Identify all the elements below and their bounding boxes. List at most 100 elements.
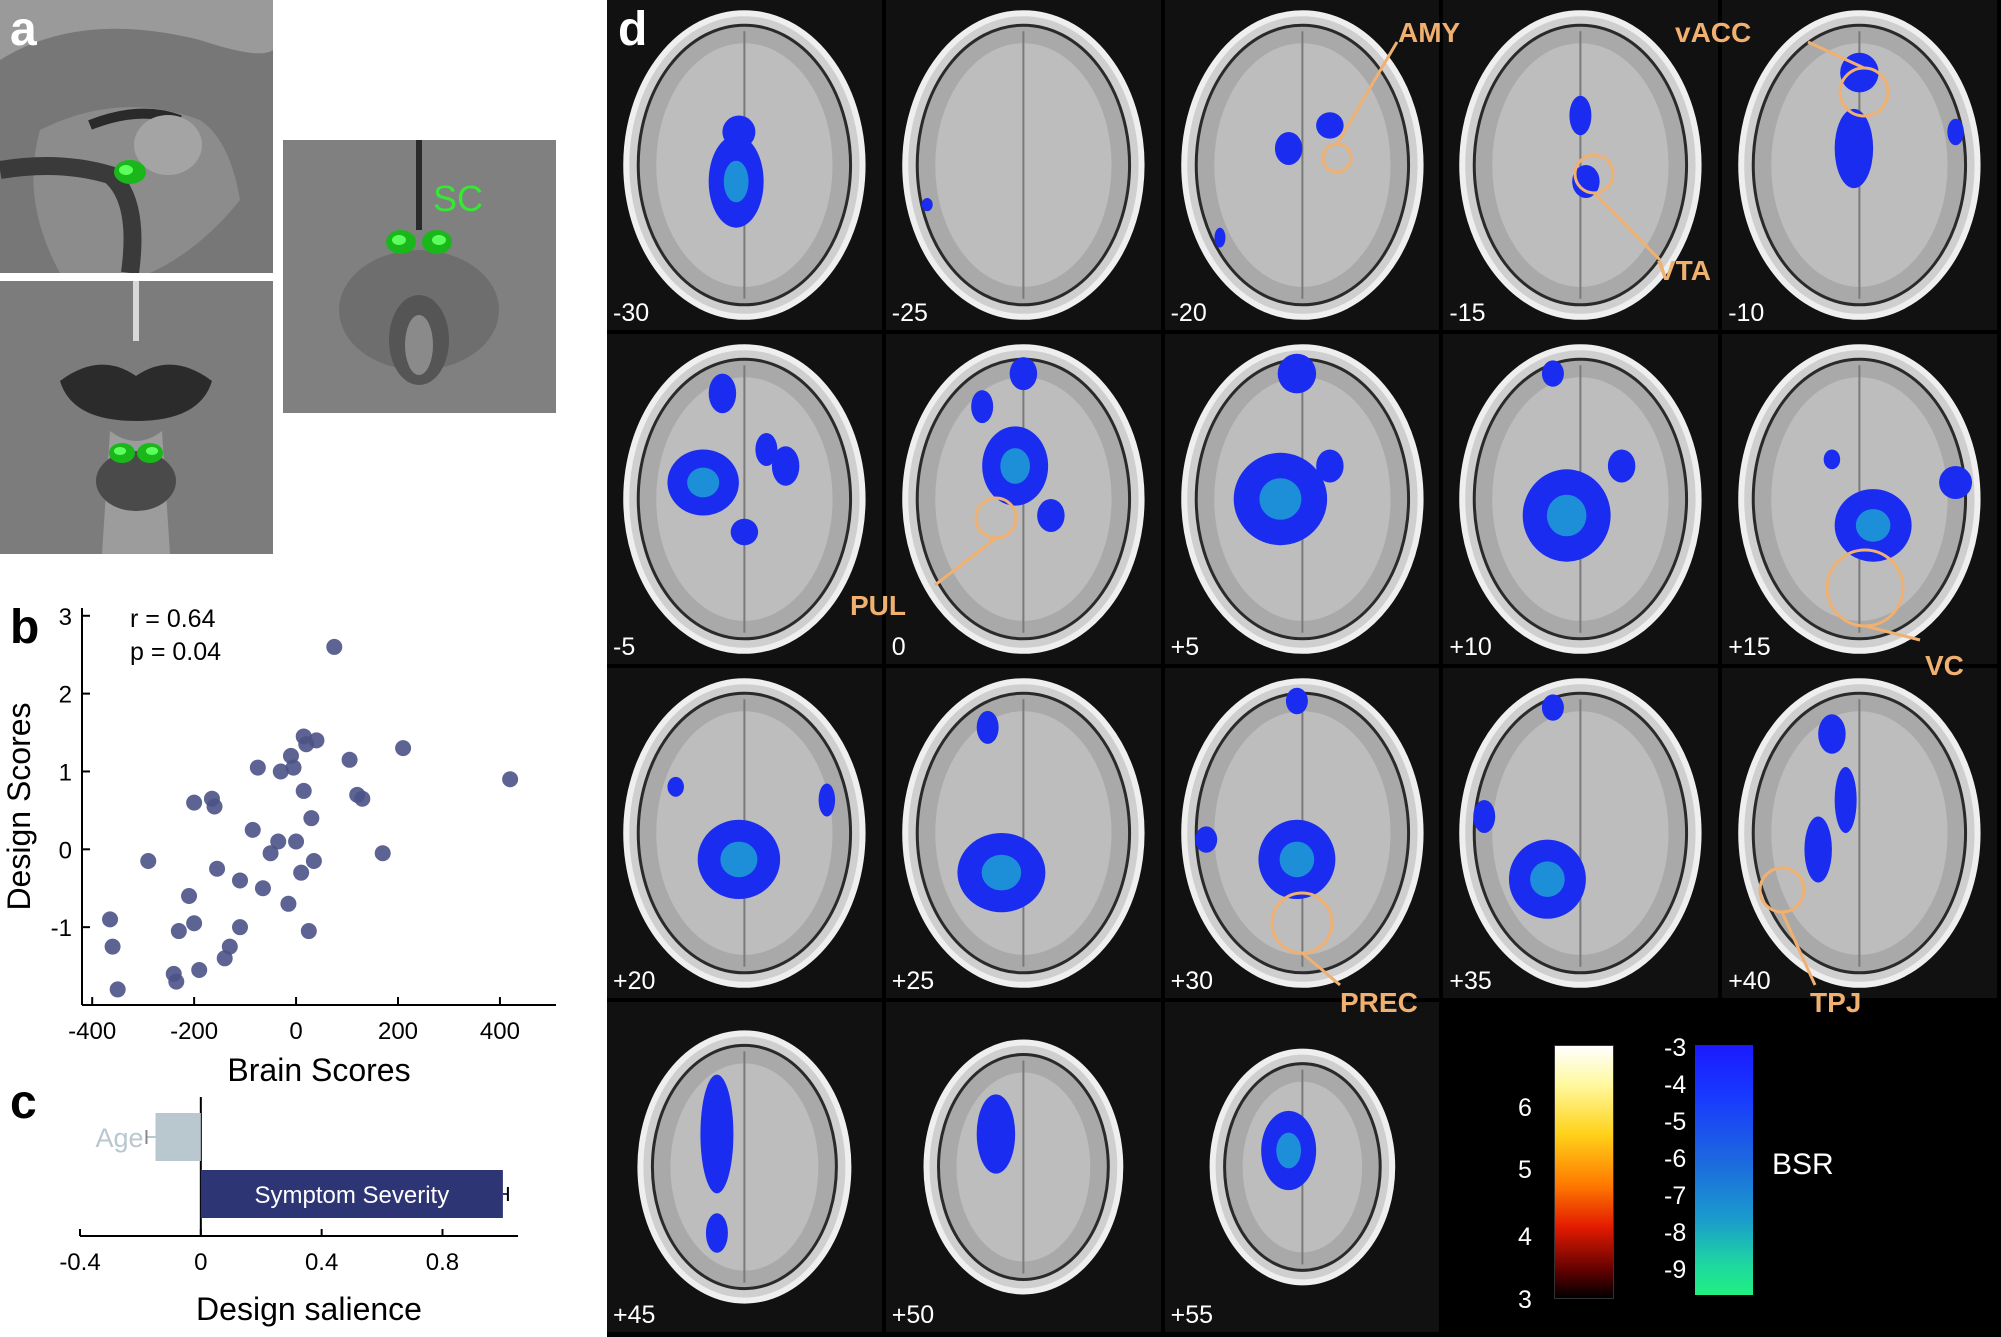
scatter-point <box>170 923 187 940</box>
colorbar-negative-tick: -7 <box>1664 1182 1687 1210</box>
colorbar-negative-tick: -6 <box>1664 1145 1687 1173</box>
sc-label: SC <box>433 178 484 219</box>
bar-x-tick-label: 0.4 <box>305 1249 338 1276</box>
colorbar-positive-tick: 5 <box>1518 1156 1532 1184</box>
scatter-point <box>191 961 208 978</box>
roi-circle <box>1758 866 1806 914</box>
colorbar-positive-tick: 4 <box>1518 1223 1532 1251</box>
scatter-point <box>168 973 185 990</box>
brain-slice: +45 <box>607 1002 882 1332</box>
scatter-y-tick-label: 2 <box>59 682 72 709</box>
brain-slice: -5 <box>607 334 882 664</box>
scatter-point <box>140 852 157 869</box>
scatter-point <box>354 790 371 807</box>
slice-label: -30 <box>613 299 650 327</box>
brain-slice: +30 <box>1164 668 1440 998</box>
roi-circle <box>1321 142 1353 174</box>
scatter-y-tick-label: 3 <box>59 604 72 631</box>
brain-slice: -10 <box>1722 0 1997 330</box>
roi-label: PUL <box>850 590 906 621</box>
scatter-point <box>221 938 238 955</box>
scatter-points <box>102 638 519 998</box>
colorbar-negative-tick: -4 <box>1664 1071 1687 1099</box>
scatter-point <box>288 833 305 850</box>
panel-c-letter: c <box>10 1076 37 1129</box>
roi-leader <box>1592 191 1662 262</box>
brain-slice: +20 <box>607 668 882 998</box>
scatter-point <box>285 759 302 776</box>
roi-circle <box>974 496 1018 540</box>
brain-slice: 0 <box>885 334 1161 664</box>
scatter-point <box>232 919 248 936</box>
roi-label: VTA <box>1657 255 1711 286</box>
colorbar-negative-tick: -5 <box>1664 1108 1687 1136</box>
roi-label: vACC <box>1675 17 1751 48</box>
slice-label: +15 <box>1728 633 1771 661</box>
slice-label: +55 <box>1170 1301 1214 1329</box>
slice-label: +10 <box>1449 633 1492 661</box>
slice-label: +40 <box>1728 967 1771 995</box>
colorbar-negative-tick: -3 <box>1664 1034 1687 1062</box>
scatter-x-tick-label: -400 <box>68 1018 116 1045</box>
brain-slice: +25 <box>885 668 1161 998</box>
bar-x-tick-label: 0.8 <box>426 1249 459 1276</box>
scatter-point <box>303 810 320 827</box>
colorbar-positive <box>1554 1045 1614 1299</box>
slice-label: +50 <box>891 1301 935 1329</box>
scatter-point <box>280 895 297 912</box>
colorbar-positive-tick: 6 <box>1518 1094 1532 1122</box>
brain-slice: +50 <box>885 1002 1161 1332</box>
scatter-point <box>341 751 358 768</box>
coronal-view-lower <box>0 281 273 554</box>
slice-label: +45 <box>613 1301 656 1329</box>
scatter-y-tick-label: 0 <box>59 837 72 864</box>
scatter-point <box>104 938 121 955</box>
bar-symptom-severity <box>200 1170 503 1218</box>
scatter-point <box>206 798 223 815</box>
bar-x-tick-label: -0.4 <box>59 1249 100 1276</box>
bar-x-tick-label: 0 <box>194 1249 207 1276</box>
panel-a-letter: a <box>10 3 37 56</box>
roi-leader <box>1864 624 1921 642</box>
stat-p: p = 0.04 <box>130 638 222 666</box>
scatter-y-tick-label: -1 <box>51 915 72 942</box>
brain-slice: +35 <box>1443 668 1719 998</box>
slice-label: +25 <box>891 967 935 995</box>
scatter-point <box>209 860 226 877</box>
scatter-plot: -400 -200 0 200 400 3 2 1 0 -1 Brain Scores Design … <box>1 604 556 1327</box>
roi-leader <box>1780 911 1817 986</box>
scatter-point <box>305 852 322 869</box>
scatter-point <box>186 915 203 932</box>
roi-label: TPJ <box>1810 987 1861 1018</box>
roi-label: PREC <box>1340 987 1418 1018</box>
scatter-x-tick-label: -200 <box>170 1018 218 1045</box>
colorbar-negative <box>1695 1045 1753 1295</box>
sagittal-view <box>0 0 273 273</box>
scatter-x-tick-label: 400 <box>480 1018 520 1045</box>
scatter-y-label: Design Scores <box>1 702 37 910</box>
roi-circle <box>1270 891 1334 955</box>
slice-label: +30 <box>1170 967 1214 995</box>
roi-circle <box>1838 66 1890 118</box>
bar-age <box>155 1113 201 1161</box>
scatter-point <box>395 740 412 757</box>
brain-slice: -30 <box>607 0 882 330</box>
bar-label-age: Age <box>95 1123 143 1153</box>
scatter-point <box>254 880 271 897</box>
scatter-point <box>374 845 391 862</box>
slice-label: +35 <box>1449 967 1492 995</box>
stat-r: r = 0.64 <box>130 605 216 633</box>
roi-label: AMY <box>1398 17 1461 48</box>
colorbar-negative-tick: -8 <box>1664 1219 1687 1247</box>
scatter-point <box>249 759 266 776</box>
scatter-x-label: Brain Scores <box>227 1052 410 1088</box>
slice-label: -25 <box>891 299 928 327</box>
brain-slice: +15 <box>1722 334 1997 664</box>
scatter-point <box>102 911 119 928</box>
scatter-x-tick-label: 200 <box>378 1018 418 1045</box>
colorbar-negative-tick: -9 <box>1664 1256 1687 1284</box>
slice-label: -10 <box>1728 299 1765 327</box>
brain-slice: +40 <box>1722 668 1997 998</box>
